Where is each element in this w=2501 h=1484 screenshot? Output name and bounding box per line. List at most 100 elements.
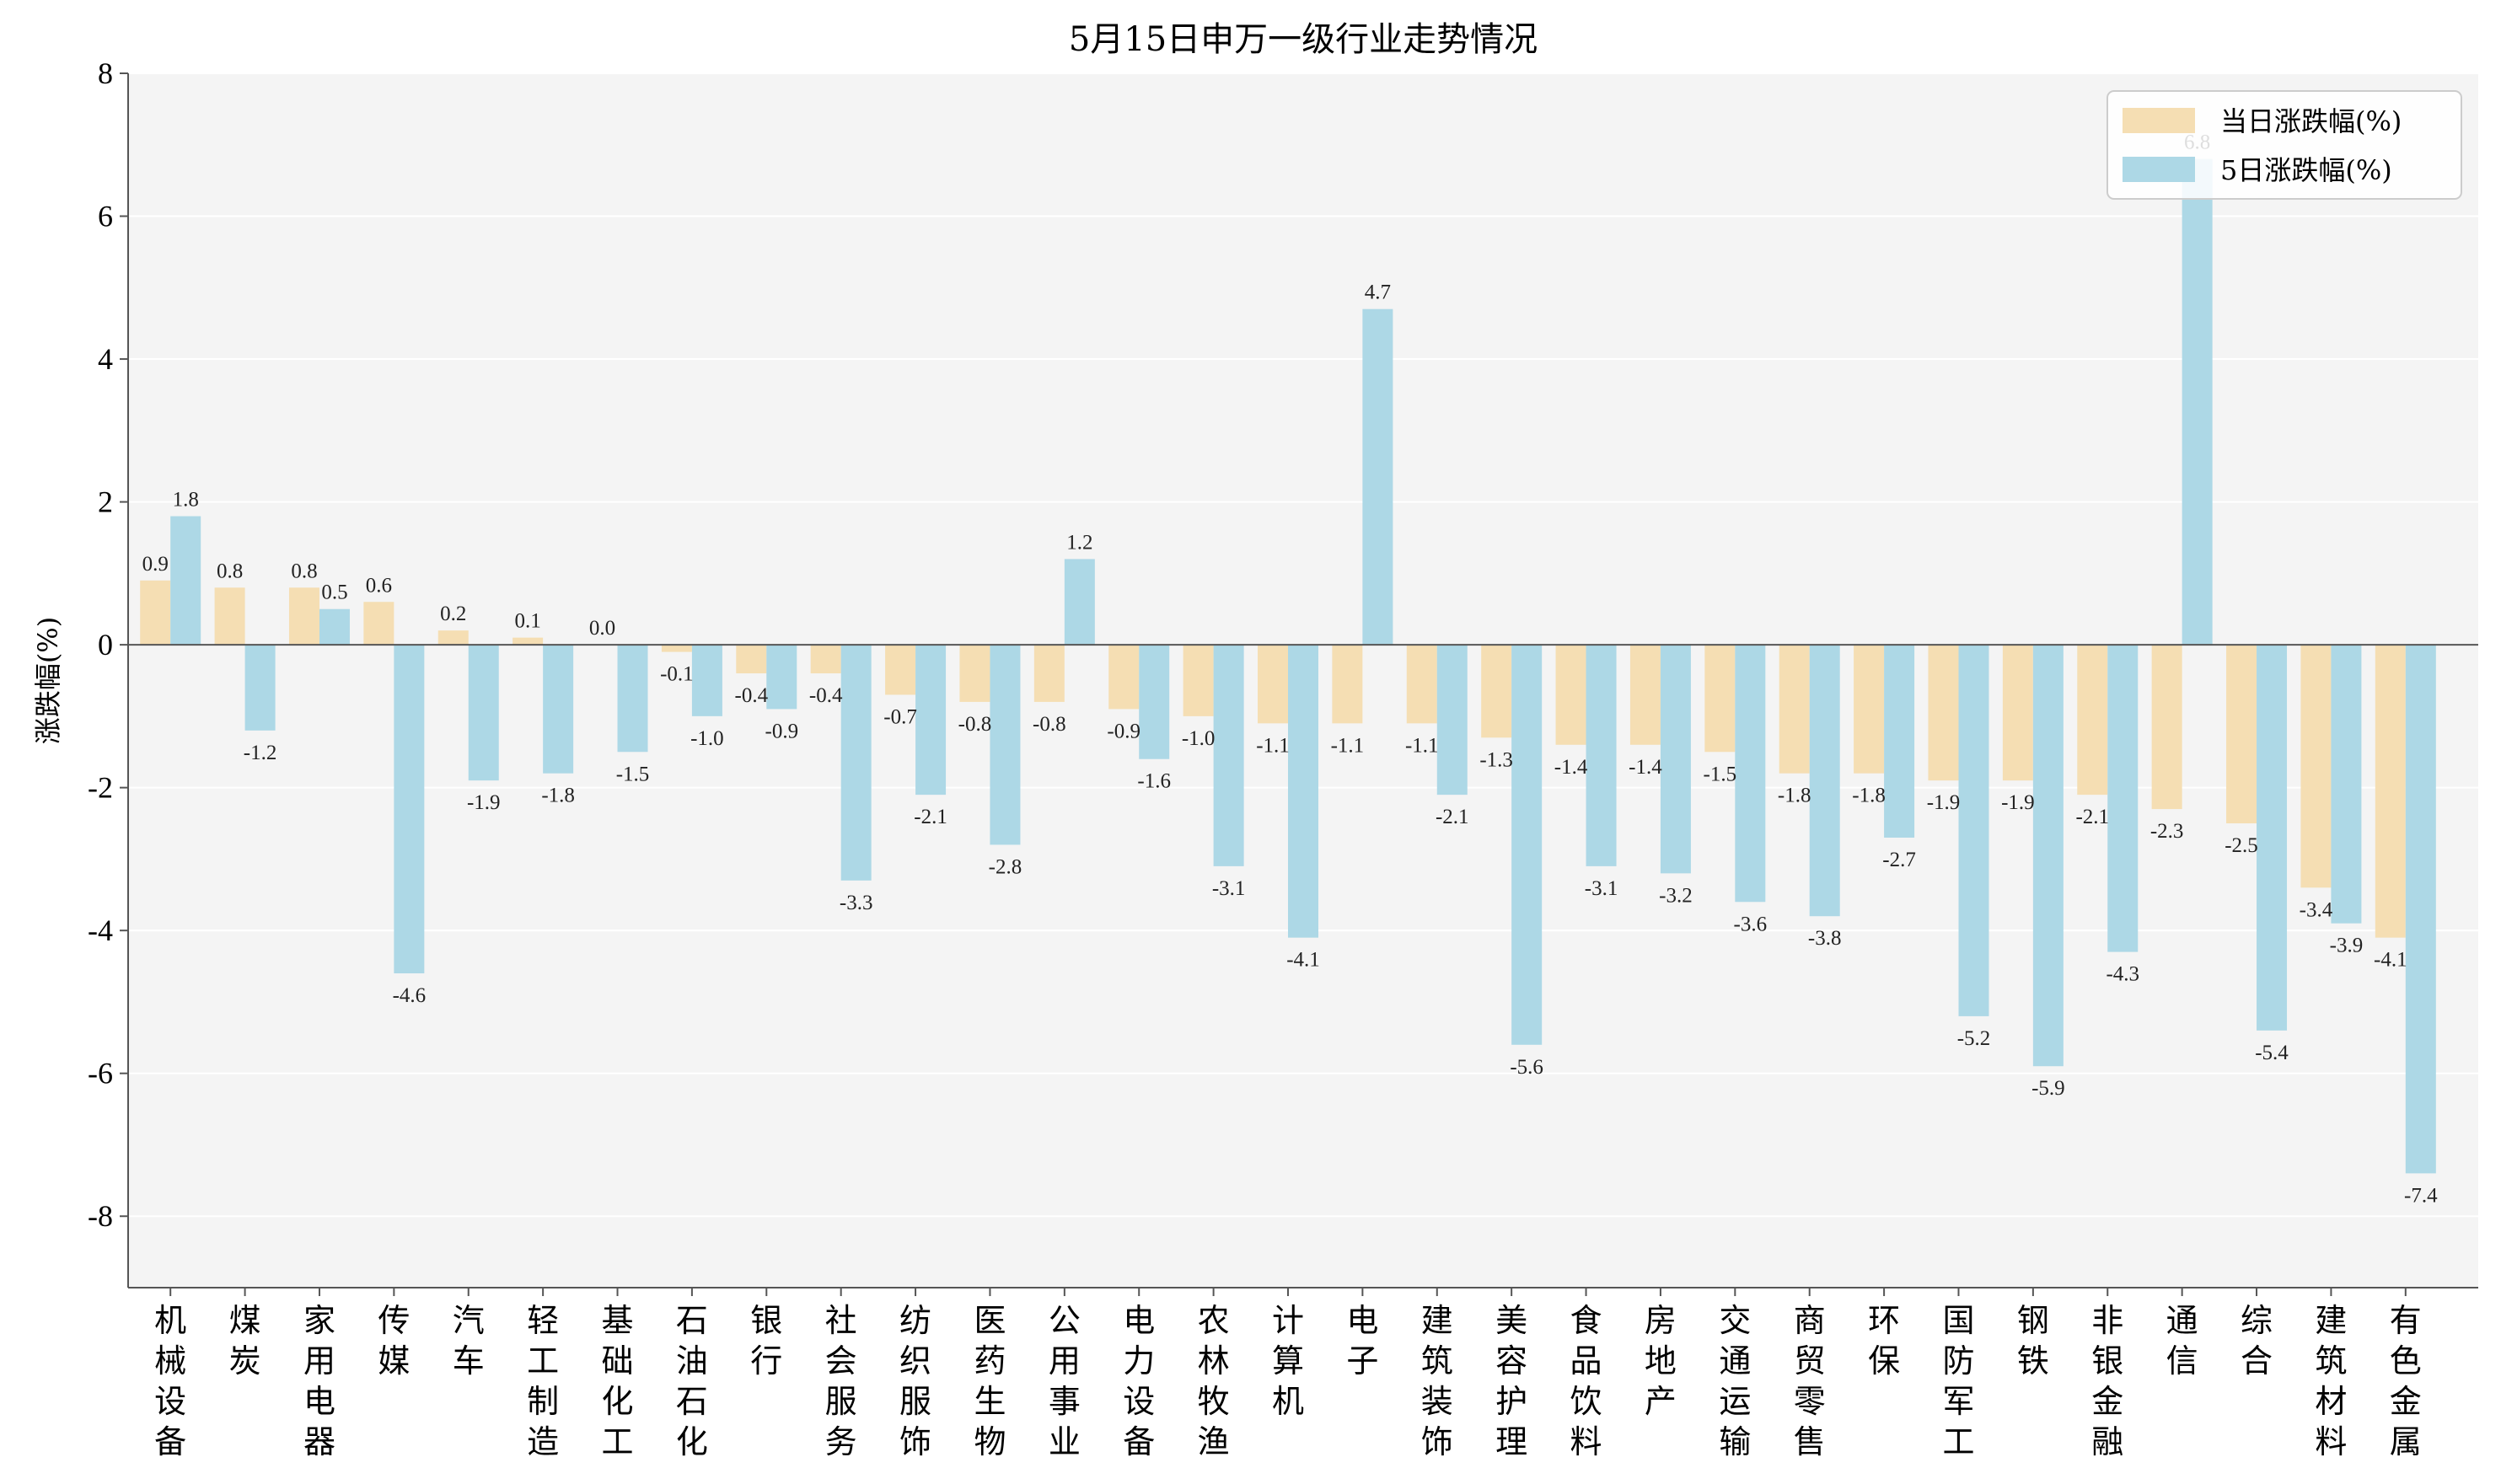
- data-label: -3.3: [840, 892, 873, 914]
- data-label: -1.1: [1331, 734, 1365, 757]
- y-tick-label: -6: [88, 1057, 113, 1090]
- x-tick-label: 煤炭: [229, 1302, 261, 1380]
- legend-label: 5日涨跌幅(%): [2220, 154, 2392, 186]
- data-label: -1.6: [1137, 770, 1171, 793]
- bar-daily: [1406, 645, 1437, 724]
- data-label: -4.1: [1286, 949, 1320, 972]
- bar-daily: [2077, 645, 2108, 796]
- bar-daily: [1258, 645, 1288, 724]
- y-axis-label: 涨跌幅(%): [32, 617, 64, 744]
- data-label: 0.1: [515, 610, 541, 633]
- bar-daily: [959, 645, 990, 702]
- bars: [140, 158, 2436, 1174]
- legend-swatch: [2123, 157, 2195, 182]
- bar-daily: [513, 637, 544, 646]
- x-tick-label: 计算机: [1272, 1302, 1304, 1420]
- data-label: -1.9: [1927, 791, 1961, 814]
- bar-daily: [661, 645, 692, 652]
- bar-five-day: [840, 645, 872, 881]
- x-tick-label: 食品饮料: [1570, 1302, 1602, 1460]
- data-label: -0.8: [958, 713, 992, 736]
- y-tick-label: 2: [98, 485, 113, 519]
- data-label: -0.4: [735, 684, 769, 707]
- bar-five-day: [617, 645, 648, 753]
- y-tick-label: 6: [98, 200, 113, 233]
- data-label: -3.2: [1659, 884, 1693, 907]
- data-label: -0.4: [809, 684, 843, 707]
- x-tick-label: 汽车: [453, 1302, 485, 1380]
- bar-five-day: [1288, 645, 1318, 938]
- bar-five-day: [766, 645, 797, 710]
- bar-five-day: [1064, 559, 1095, 646]
- x-tick-label: 环保: [1868, 1302, 1900, 1380]
- bar-daily: [810, 645, 841, 674]
- x-tick-label: 农林牧渔: [1198, 1302, 1230, 1460]
- data-label: -1.0: [1182, 727, 1216, 750]
- bar-five-day: [244, 645, 276, 731]
- bar-five-day: [1586, 645, 1617, 866]
- data-label: -1.2: [244, 742, 277, 764]
- x-tick-label: 纺织服饰: [899, 1302, 931, 1460]
- chart-title: 5月15日申万一级行业走势情况: [1069, 20, 1538, 59]
- bar-daily: [1704, 645, 1736, 753]
- bar-five-day: [543, 645, 574, 774]
- y-tick-label: -4: [88, 913, 113, 947]
- data-label: -7.4: [2404, 1184, 2438, 1207]
- data-label: -1.4: [1554, 756, 1588, 779]
- bar-five-day: [1213, 645, 1244, 866]
- bar-daily: [2002, 645, 2033, 781]
- x-tick-label: 交通运输: [1719, 1302, 1751, 1460]
- x-tick-label: 通信: [2166, 1302, 2198, 1380]
- bar-daily: [1928, 645, 1959, 781]
- bar-five-day: [1660, 645, 1691, 874]
- bar-daily: [363, 602, 394, 646]
- data-label: -4.1: [2374, 949, 2407, 972]
- data-label: 0.0: [589, 617, 615, 640]
- bar-five-day: [990, 645, 1021, 845]
- y-tick-label: 0: [98, 628, 113, 662]
- bar-five-day: [2405, 645, 2436, 1174]
- bar-daily: [1033, 645, 1065, 702]
- data-label: -2.1: [2075, 806, 2109, 828]
- y-tick-label: 8: [98, 56, 113, 90]
- bar-daily: [2300, 645, 2332, 888]
- bar-daily: [1779, 645, 1810, 774]
- data-label: -4.3: [2106, 963, 2139, 986]
- bar-daily: [1555, 645, 1586, 745]
- data-label: -5.9: [2031, 1077, 2065, 1100]
- data-label: -5.4: [2255, 1042, 2289, 1064]
- data-label: 0.6: [366, 574, 392, 597]
- data-label: -3.6: [1734, 913, 1768, 935]
- data-label: -3.1: [1585, 877, 1618, 900]
- data-label: -0.1: [660, 663, 694, 686]
- data-labels: 0.91.80.8-1.20.80.5 0.6-4.60.2-1.90.1-1.8…: [142, 131, 2439, 1208]
- legend-box: [2107, 90, 2462, 200]
- data-label: -1.8: [1778, 785, 1811, 807]
- x-tick-label: 国防军工: [1942, 1302, 1974, 1460]
- data-label: 0.9: [142, 553, 169, 576]
- x-tick-label: 房地产: [1645, 1302, 1677, 1420]
- x-tick-label: 电力设备: [1123, 1302, 1155, 1460]
- bar-daily: [885, 645, 916, 695]
- x-tick-label: 石油石化: [676, 1302, 708, 1460]
- bar-daily: [2226, 645, 2257, 824]
- data-label: -1.9: [467, 791, 501, 814]
- bar-five-day: [915, 645, 947, 796]
- x-tick-label: 家用电器: [303, 1302, 335, 1460]
- x-tick-label: 社会服务: [825, 1302, 857, 1460]
- data-label: -1.9: [2001, 791, 2035, 814]
- bar-five-day: [1735, 645, 1766, 903]
- data-label: -0.9: [1107, 720, 1140, 742]
- data-label: -1.5: [1704, 763, 1737, 785]
- x-tick-label: 公用事业: [1049, 1302, 1081, 1460]
- legend-label: 当日涨跌幅(%): [2220, 105, 2402, 137]
- data-label: -1.0: [690, 727, 724, 750]
- bar-daily: [1629, 645, 1661, 745]
- bar-daily: [1108, 645, 1140, 710]
- data-label: -3.4: [2300, 898, 2333, 921]
- x-tick-label: 建筑装饰: [1421, 1302, 1453, 1460]
- data-label: -0.9: [765, 720, 799, 742]
- data-label: 1.2: [1066, 531, 1092, 554]
- data-label: -5.6: [1510, 1056, 1543, 1079]
